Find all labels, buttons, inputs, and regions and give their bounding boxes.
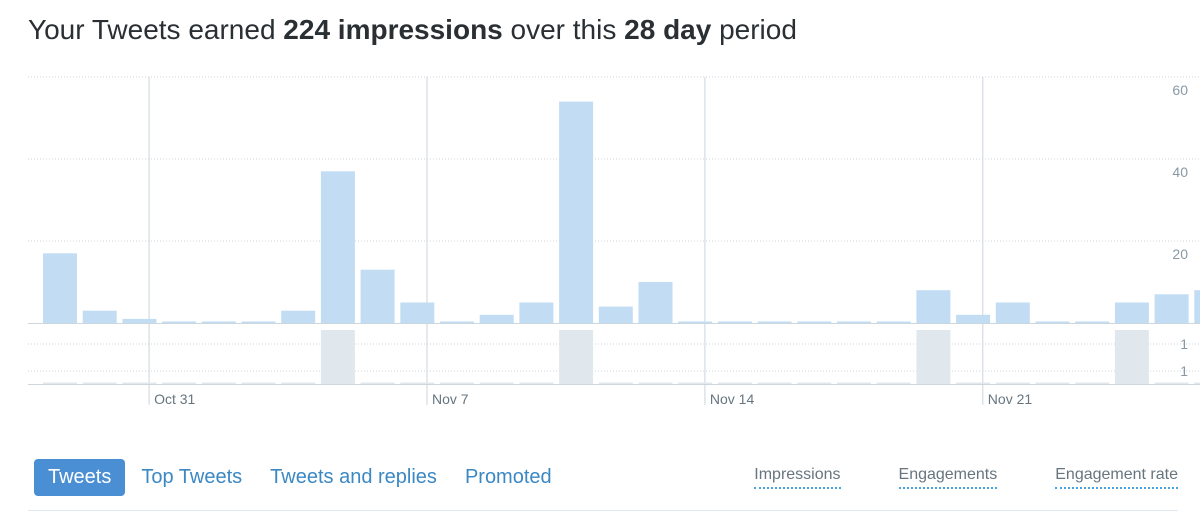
impressions-bar — [757, 321, 792, 323]
engagements-bar — [757, 382, 792, 384]
engagements-bar — [995, 382, 1030, 384]
engagements-y-tick-label: 1 — [1180, 336, 1188, 352]
impressions-bar — [956, 314, 991, 323]
x-tick-label: Nov 14 — [710, 391, 755, 407]
engagements-bar — [598, 382, 633, 384]
impressions-bar — [598, 306, 633, 323]
engagements-bar — [82, 382, 117, 384]
impressions-bar — [678, 321, 713, 323]
engagements-bar — [201, 382, 236, 384]
impressions-bar — [1194, 290, 1200, 323]
engagements-bar — [479, 382, 514, 384]
engagements-bar — [360, 382, 395, 384]
engagements-bar — [241, 382, 276, 384]
engagements-bar — [1035, 382, 1070, 384]
impressions-bar — [320, 171, 355, 323]
impressions-bar — [122, 318, 157, 323]
impressions-bar — [876, 321, 911, 323]
impressions-bar — [281, 310, 316, 323]
tab-tweets-and-replies[interactable]: Tweets and replies — [270, 466, 437, 488]
tab-promoted[interactable]: Promoted — [464, 466, 552, 488]
engagements-bar — [320, 330, 355, 384]
impressions-column-header[interactable]: Impressions — [754, 466, 841, 489]
engagements-bar — [1075, 382, 1110, 384]
engagement-rate-column-header[interactable]: Engagement rate — [1055, 466, 1178, 489]
impressions-bar — [916, 290, 951, 323]
tweet-filter-tabs: Tweets Top Tweets Tweets and replies Pro… — [34, 459, 566, 496]
tab-top-tweets[interactable]: Top Tweets — [141, 466, 243, 488]
engagements-bar — [797, 382, 832, 384]
impressions-bar — [360, 269, 395, 323]
impressions-bar — [479, 314, 514, 323]
engagements-bar — [916, 330, 951, 384]
impressions-bar — [837, 321, 871, 323]
impressions-bar — [717, 321, 752, 323]
engagements-y-tick-label: 1 — [1180, 363, 1188, 379]
impressions-count: 224 impressions — [283, 14, 503, 45]
impressions-bar — [82, 310, 117, 323]
x-tick-label: Oct 31 — [154, 391, 195, 407]
impressions-bar — [1075, 321, 1110, 323]
impressions-y-tick-label: 20 — [1172, 246, 1188, 262]
period-length: 28 day — [624, 14, 712, 45]
impressions-bar — [43, 253, 77, 323]
engagements-bar — [1114, 330, 1149, 384]
impressions-bar — [1154, 294, 1189, 323]
impressions-bar — [201, 321, 236, 323]
impressions-bar — [1035, 321, 1070, 323]
impressions-bar — [638, 282, 673, 323]
impressions-bar — [400, 302, 435, 323]
engagements-bar — [1194, 382, 1200, 384]
impressions-bar — [440, 321, 474, 323]
impressions-chart: 60 40 20 Oct 31 Nov 7 Nov 14 Nov 21 1 1 — [28, 76, 1200, 407]
headline-prefix: Your Tweets earned — [28, 14, 284, 45]
impressions-bar — [241, 321, 276, 323]
x-tick-label: Nov 7 — [432, 391, 469, 407]
impressions-bar — [519, 302, 554, 323]
impressions-y-tick-label: 60 — [1172, 82, 1188, 98]
engagements-bar — [559, 330, 594, 384]
x-tick-label: Nov 21 — [988, 391, 1033, 407]
headline-suffix: period — [711, 14, 797, 45]
impressions-y-tick-label: 40 — [1172, 164, 1188, 180]
engagements-bar — [956, 382, 991, 384]
engagements-bar — [43, 382, 77, 384]
engagements-bar — [717, 382, 752, 384]
metric-column-headers: Impressions Engagements Engagement rate — [754, 466, 1178, 489]
engagements-bar — [162, 382, 197, 384]
engagements-bar — [1154, 382, 1189, 384]
engagements-bar — [400, 382, 435, 384]
engagements-column-header[interactable]: Engagements — [898, 466, 998, 489]
impressions-bar — [1114, 302, 1149, 323]
impressions-bar — [797, 321, 832, 323]
engagements-bar — [837, 382, 871, 384]
headline-middle: over this — [502, 14, 625, 45]
impressions-bar — [559, 101, 594, 323]
engagements-bar — [876, 382, 911, 384]
engagements-bar — [519, 382, 554, 384]
page-headline: Your Tweets earned 224 impressions over … — [28, 12, 797, 48]
engagements-bar — [440, 382, 474, 384]
engagements-bar — [122, 382, 157, 384]
impressions-bar — [995, 302, 1030, 323]
tab-tweets[interactable]: Tweets — [34, 459, 126, 496]
engagements-bar — [281, 382, 316, 384]
engagements-bar — [678, 382, 713, 384]
impressions-bar — [162, 321, 197, 323]
engagements-bar — [638, 382, 673, 384]
